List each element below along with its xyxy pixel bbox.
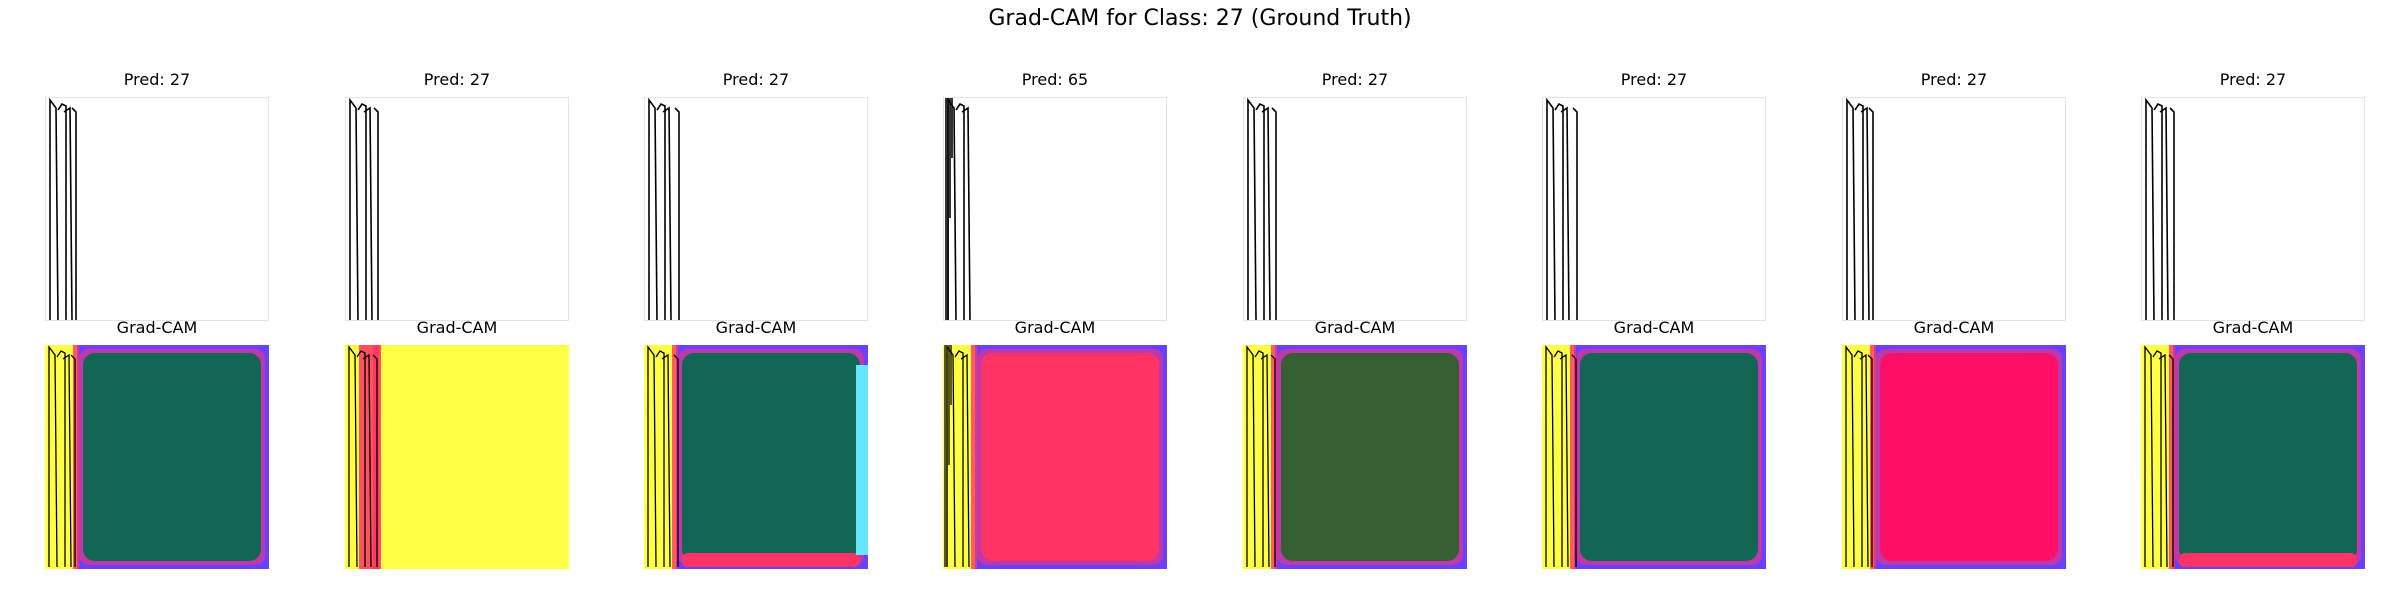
pred-label-5: Pred: 27 [1321, 70, 1389, 89]
gradcam-heatmap-3 [644, 345, 868, 569]
gradcam-overlay-5 [1243, 345, 1467, 569]
gradcam-overlay-6 [1542, 345, 1766, 569]
input-image-4 [943, 97, 1167, 321]
gradcam-label-7: Grad-CAM [1913, 318, 1995, 337]
gradcam-overlay-2 [345, 345, 569, 569]
input-image-strokes-1 [49, 98, 77, 320]
pred-label-8: Pred: 27 [2219, 70, 2287, 89]
input-image-3 [644, 97, 868, 321]
gradcam-overlay-7 [1842, 345, 2066, 569]
input-image-strokes-7 [1846, 98, 1874, 320]
gradcam-heatmap-7 [1842, 345, 2066, 569]
figure-suptitle: Grad-CAM for Class: 27 (Ground Truth) [988, 6, 1412, 31]
pred-label-3: Pred: 27 [722, 70, 790, 89]
gradcam-label-1: Grad-CAM [116, 318, 198, 337]
input-image-strokes-2 [349, 98, 379, 320]
gradcam-overlay-1 [45, 345, 269, 569]
input-image-6 [1542, 97, 1766, 321]
input-image-strokes-6 [1546, 98, 1578, 320]
gradcam-label-5: Grad-CAM [1314, 318, 1396, 337]
input-image-5 [1243, 97, 1467, 321]
input-image-7 [1842, 97, 2066, 321]
input-image-1 [45, 97, 269, 321]
gradcam-heatmap-4 [943, 345, 1167, 569]
gradcam-heatmap-1 [45, 345, 269, 569]
input-image-strokes-8 [2145, 98, 2175, 320]
gradcam-label-6: Grad-CAM [1613, 318, 1695, 337]
input-image-2 [345, 97, 569, 321]
gradcam-overlay-3 [644, 345, 868, 569]
gradcam-heatmap-8 [2141, 345, 2365, 569]
gradcam-label-4: Grad-CAM [1014, 318, 1096, 337]
pred-label-1: Pred: 27 [123, 70, 191, 89]
input-image-strokes-3 [648, 98, 680, 320]
gradcam-overlay-4 [943, 345, 1167, 569]
pred-label-6: Pred: 27 [1620, 70, 1688, 89]
input-image-strokes-4 [945, 98, 971, 320]
gradcam-heatmap-5 [1243, 345, 1467, 569]
input-image-8 [2141, 97, 2365, 321]
gradcam-heatmap-6 [1542, 345, 1766, 569]
gradcam-label-2: Grad-CAM [416, 318, 498, 337]
gradcam-overlay-8 [2141, 345, 2365, 569]
input-image-strokes-5 [1247, 98, 1277, 320]
gradcam-heatmap-2 [345, 345, 569, 569]
pred-label-2: Pred: 27 [423, 70, 491, 89]
pred-label-7: Pred: 27 [1920, 70, 1988, 89]
gradcam-label-8: Grad-CAM [2212, 318, 2294, 337]
gradcam-label-3: Grad-CAM [715, 318, 797, 337]
pred-label-4: Pred: 65 [1021, 70, 1089, 89]
